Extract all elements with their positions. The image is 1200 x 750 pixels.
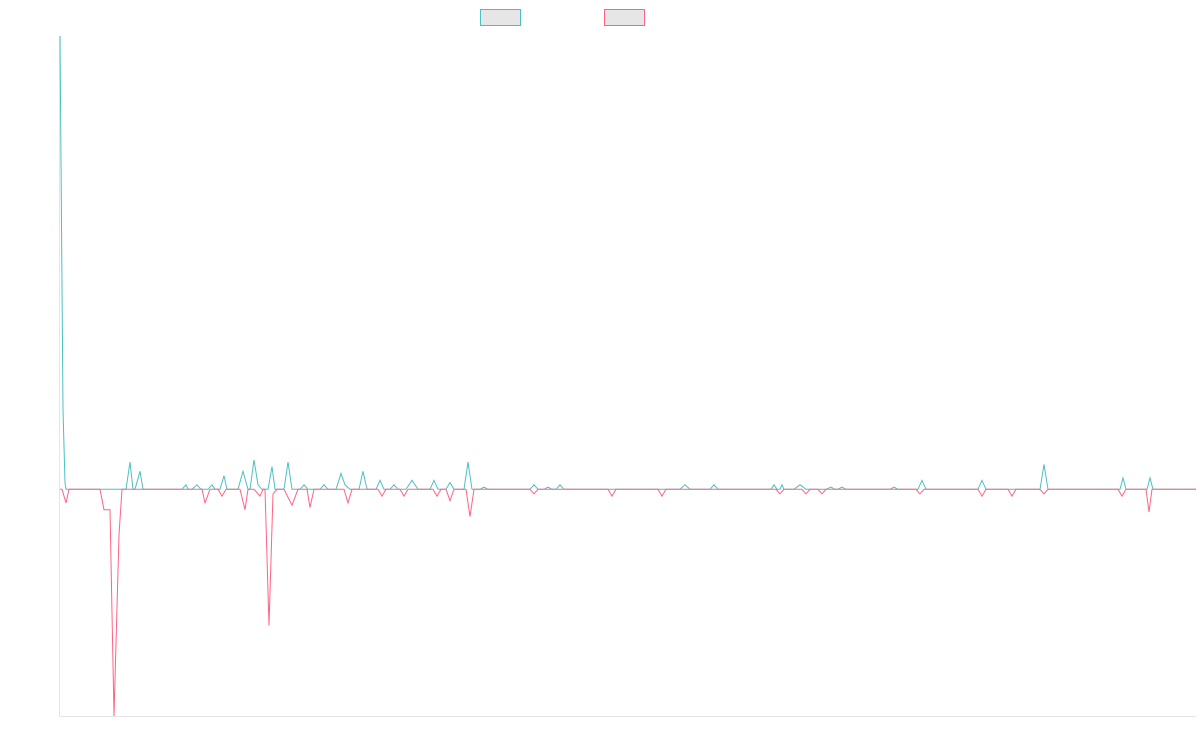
series-2-line[interactable] bbox=[60, 488, 1196, 717]
legend-swatch-series-2[interactable] bbox=[604, 9, 645, 26]
legend bbox=[480, 9, 645, 26]
axes bbox=[59, 36, 1196, 717]
series-1-line[interactable] bbox=[59, 35, 1196, 490]
plot-area bbox=[59, 35, 1196, 717]
legend-swatch-series-1[interactable] bbox=[480, 9, 521, 26]
